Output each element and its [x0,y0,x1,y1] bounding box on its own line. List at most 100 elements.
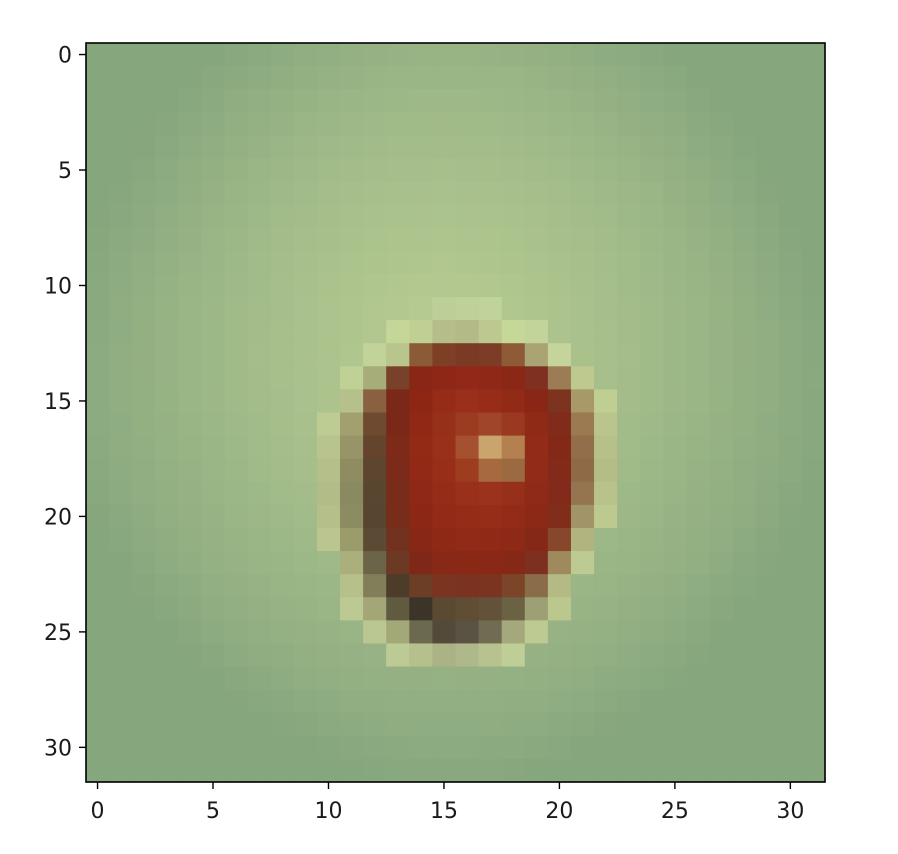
heatmap-cell [732,227,757,252]
heatmap-cell [224,412,249,437]
heatmap-cell [293,666,318,691]
heatmap-cell [132,643,156,668]
heatmap-cell [270,135,295,160]
heatmap-cell [201,527,226,552]
heatmap-cell [316,412,341,437]
heatmap-cell [686,204,711,229]
heatmap-cell [594,297,618,321]
heatmap-cell [178,481,203,506]
heatmap-cell [547,458,572,483]
heatmap-cell [409,481,434,506]
heatmap-cell [386,112,410,136]
heatmap-cell [594,666,618,691]
heatmap-cell [570,435,595,460]
heatmap-cell [247,227,272,252]
heatmap-cell [132,504,156,529]
heatmap-cell [755,689,780,714]
heatmap-cell [570,389,595,414]
heatmap-cell [547,527,572,552]
heatmap-cell [247,273,272,298]
heatmap-cell [570,481,595,506]
heatmap-cell [247,527,272,552]
heatmap-cell [663,320,688,344]
heatmap-cell [709,551,734,575]
heatmap-cell [478,158,503,183]
heatmap-cell [247,366,272,391]
heatmap-cell [709,643,734,668]
heatmap-cell [478,412,503,437]
heatmap-cell [224,227,249,252]
heatmap-cell [316,574,341,598]
heatmap-cell [270,297,295,321]
heatmap-cell [86,574,110,598]
heatmap-cell [224,204,249,229]
heatmap-cell [155,66,179,90]
heatmap-cell [340,666,364,691]
heatmap-cell [109,412,133,437]
heatmap-cell [316,735,341,760]
heatmap-cell [478,43,503,67]
heatmap-cell [432,343,457,367]
heatmap-cell [224,250,249,275]
heatmap-cell [478,758,503,783]
heatmap-cell [686,527,711,552]
heatmap-cell [663,666,688,691]
heatmap-cell [316,712,341,737]
heatmap-cell [617,735,641,760]
heatmap-cell [547,227,572,252]
heatmap-cell [155,297,179,321]
heatmap-cell [340,297,364,321]
y-tick-label: 25 [44,621,72,646]
heatmap-cell [409,435,434,460]
x-tick-label: 25 [661,799,689,824]
heatmap-cell [178,297,203,321]
heatmap-cell [155,204,179,229]
heatmap-cell [316,435,341,460]
heatmap-cell [547,66,572,90]
heatmap-cell [86,435,110,460]
heatmap-cell [109,620,133,645]
heatmap-cell [316,89,341,113]
heatmap-cell [801,227,826,252]
heatmap-cell [617,458,641,483]
heatmap-cell [363,89,387,113]
heatmap-cell [386,758,410,783]
heatmap-cell [709,735,734,760]
heatmap-cell [409,66,434,90]
heatmap-cell [340,135,364,160]
heatmap-cell [478,620,503,645]
heatmap-cell [86,481,110,506]
heatmap-cell [663,227,688,252]
heatmap-cell [363,135,387,160]
heatmap-cell [224,43,249,67]
heatmap-cell [224,689,249,714]
heatmap-cell [201,758,226,783]
heatmap-cell [409,204,434,229]
heatmap-cell [732,320,757,344]
heatmap-cell [524,758,549,783]
heatmap-cell [640,89,664,113]
heatmap-cell [132,343,156,367]
heatmap-cell [86,620,110,645]
heatmap-cell [155,574,179,598]
heatmap-cell [755,297,780,321]
heatmap-cell [178,273,203,298]
heatmap-cell [132,412,156,437]
heatmap-cell [293,458,318,483]
heatmap-cell [132,597,156,621]
heatmap-cell [594,343,618,367]
heatmap-cell [778,204,803,229]
heatmap-cell [455,481,480,506]
heatmap-cell [755,320,780,344]
heatmap-cell [409,389,434,414]
heatmap-cell [363,389,387,414]
heatmap-cell [709,527,734,552]
heatmap-cell [386,204,410,229]
heatmap-cell [432,250,457,275]
heatmap-cell [524,66,549,90]
heatmap-cell [524,412,549,437]
heatmap-cell [178,758,203,783]
heatmap-cell [640,666,664,691]
heatmap-cell [316,389,341,414]
heatmap-cell [501,643,526,668]
